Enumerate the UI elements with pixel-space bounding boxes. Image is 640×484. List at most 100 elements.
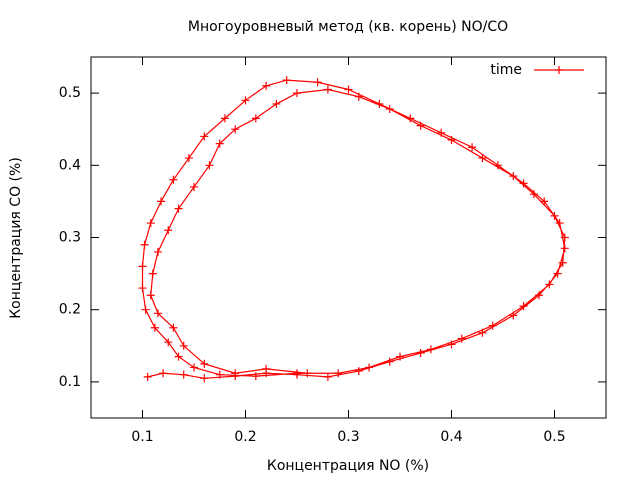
point <box>282 76 291 85</box>
point <box>190 182 198 191</box>
point <box>143 372 152 381</box>
point <box>231 125 240 134</box>
point <box>396 352 404 361</box>
point <box>164 226 173 235</box>
point <box>140 240 149 249</box>
y-tick-label: 0.4 <box>59 157 81 173</box>
point <box>159 369 168 378</box>
point <box>488 321 497 330</box>
point <box>200 132 209 141</box>
point <box>558 258 567 267</box>
point <box>148 269 157 278</box>
point <box>519 179 528 188</box>
point <box>293 89 301 98</box>
point <box>150 323 159 332</box>
point <box>251 114 260 123</box>
x-axis-label: Концентрация NO (%) <box>267 458 429 474</box>
point <box>553 269 562 278</box>
plot-frame <box>90 56 607 419</box>
point <box>231 369 240 378</box>
y-axis-label: Концентрация CO (%) <box>8 157 24 319</box>
point <box>468 143 477 152</box>
point <box>179 341 188 350</box>
point <box>241 96 250 105</box>
point <box>157 197 166 206</box>
point <box>153 309 162 318</box>
y-tick-label: 0.2 <box>59 302 81 318</box>
x-tick-label: 0.3 <box>337 429 359 445</box>
point <box>560 233 569 242</box>
point <box>179 370 188 379</box>
point <box>220 114 229 123</box>
point <box>406 114 415 123</box>
point <box>457 334 466 343</box>
point <box>555 219 564 228</box>
point <box>251 372 260 381</box>
point <box>164 338 173 347</box>
point <box>146 219 155 228</box>
point <box>215 370 224 379</box>
legend-marker <box>555 66 563 74</box>
point <box>375 99 384 108</box>
point <box>493 161 502 170</box>
point <box>138 262 147 271</box>
point <box>529 190 538 199</box>
point <box>293 369 301 378</box>
point <box>416 349 425 358</box>
point <box>138 284 147 293</box>
point <box>385 357 394 366</box>
chart-title: Многоуровневый метод (кв. корень) NO/CO <box>188 19 508 35</box>
point <box>200 374 209 383</box>
point <box>153 247 162 256</box>
point <box>272 99 281 108</box>
point <box>509 172 518 181</box>
point <box>184 154 193 163</box>
point <box>478 328 487 337</box>
point <box>205 161 214 170</box>
point <box>509 311 518 320</box>
point <box>545 280 554 289</box>
point <box>262 81 271 90</box>
point <box>334 369 343 378</box>
point <box>447 136 456 145</box>
point <box>354 367 363 376</box>
point <box>323 372 332 381</box>
y-tick-label: 0.3 <box>59 230 81 246</box>
point <box>313 78 322 87</box>
point <box>447 340 456 349</box>
point <box>141 305 150 314</box>
point <box>146 291 155 300</box>
x-tick-label: 0.2 <box>234 429 256 445</box>
series-line <box>141 79 566 379</box>
point <box>385 104 394 113</box>
point <box>540 197 549 206</box>
point <box>535 291 544 300</box>
point <box>174 352 183 361</box>
point <box>174 204 183 213</box>
point <box>519 302 528 311</box>
point <box>215 139 224 148</box>
y-tick-label: 0.1 <box>59 374 81 390</box>
point <box>323 85 332 94</box>
point <box>200 359 209 368</box>
point <box>303 369 312 378</box>
point <box>262 364 271 373</box>
point <box>478 154 487 163</box>
point <box>169 175 178 184</box>
point <box>190 363 198 372</box>
x-tick-label: 0.4 <box>440 429 462 445</box>
point <box>344 85 353 94</box>
point <box>437 128 446 137</box>
point <box>169 323 178 332</box>
point <box>550 211 559 220</box>
point <box>560 244 569 253</box>
x-tick-label: 0.5 <box>543 429 565 445</box>
legend-label: time <box>490 62 522 78</box>
y-tick-label: 0.5 <box>59 85 81 101</box>
point <box>426 345 435 354</box>
point <box>354 92 363 101</box>
x-tick-label: 0.1 <box>131 429 153 445</box>
point <box>365 363 374 372</box>
point <box>416 121 425 130</box>
